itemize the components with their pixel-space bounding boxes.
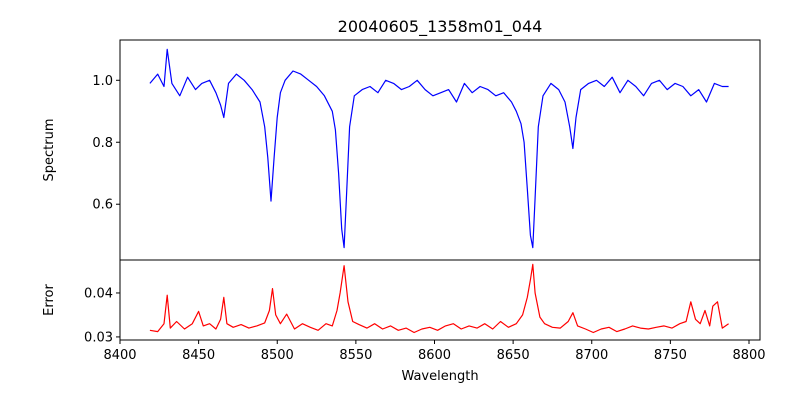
error-y-label: Error [42, 284, 57, 316]
spectrum-y-label: Spectrum [42, 119, 57, 182]
spectrum-series-line [149, 48, 729, 249]
chart-title: 20040605_1358m01_044 [338, 17, 543, 37]
error-x-tick-label: 8750 [654, 348, 687, 363]
error-x-tick-label: 8700 [575, 348, 608, 363]
error-x-tick-label: 8800 [732, 348, 765, 363]
error-x-tick-label: 8550 [339, 348, 372, 363]
error-x-tick-label: 8400 [103, 348, 136, 363]
error-y-tick-label: 0.04 [84, 286, 113, 301]
error-plot-area [149, 263, 729, 334]
error-x-tick-label: 8600 [418, 348, 451, 363]
spectrum-y-tick-label: 1.0 [92, 74, 113, 89]
spectrum-y-tick-label: 0.8 [92, 136, 113, 151]
error-x-tick-label: 8500 [261, 348, 294, 363]
spectrum-y-ticks: 0.6 0.8 1.0 [92, 74, 120, 213]
error-axes-frame [119, 259, 761, 341]
spectrum-y-tick-label: 0.6 [92, 198, 113, 213]
error-series-line [149, 263, 729, 334]
error-x-tick-label: 8650 [497, 348, 530, 363]
error-y-ticks: 0.03 0.04 [84, 286, 120, 345]
error-x-ticks: 8400 8450 8500 8550 8600 8650 8700 8750 8800 [103, 340, 766, 363]
error-y-tick-label: 0.03 [84, 330, 113, 345]
error-panel: 0.03 0.04 8400 8450 8500 8550 8600 8650 8700 875… [42, 259, 766, 384]
x-axis-label: Wavelength [401, 369, 478, 384]
spectrum-plot-area [149, 48, 729, 249]
error-x-tick-label: 8450 [182, 348, 215, 363]
